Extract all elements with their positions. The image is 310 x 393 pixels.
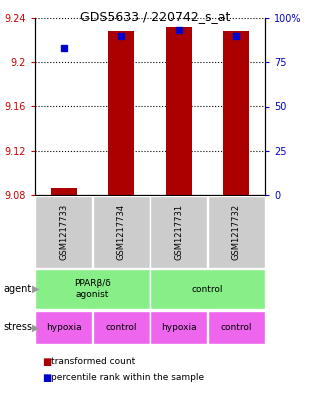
- Bar: [150, 196, 207, 268]
- Bar: [150, 269, 265, 309]
- Text: transformed count: transformed count: [51, 358, 135, 367]
- Text: control: control: [192, 285, 223, 294]
- Bar: [208, 196, 265, 268]
- Text: hypoxia: hypoxia: [46, 323, 82, 332]
- Bar: [223, 31, 249, 195]
- Text: control: control: [220, 323, 252, 332]
- Text: ▶: ▶: [32, 323, 39, 332]
- Text: GSM1217732: GSM1217732: [232, 204, 241, 260]
- Text: ■: ■: [42, 357, 51, 367]
- Text: GDS5633 / 220742_s_at: GDS5633 / 220742_s_at: [80, 10, 230, 23]
- Text: PPARβ/δ
agonist: PPARβ/δ agonist: [74, 279, 111, 299]
- Text: stress: stress: [3, 323, 32, 332]
- Bar: [35, 311, 92, 344]
- Bar: [108, 31, 134, 195]
- Bar: [93, 196, 150, 268]
- Text: GSM1217733: GSM1217733: [59, 204, 68, 260]
- Text: hypoxia: hypoxia: [161, 323, 197, 332]
- Bar: [208, 311, 265, 344]
- Text: ■: ■: [42, 373, 51, 383]
- Bar: [51, 188, 77, 195]
- Bar: [150, 311, 207, 344]
- Text: agent: agent: [3, 284, 31, 294]
- Bar: [35, 269, 150, 309]
- Text: percentile rank within the sample: percentile rank within the sample: [51, 373, 204, 382]
- Bar: [93, 311, 150, 344]
- Text: GSM1217734: GSM1217734: [117, 204, 126, 260]
- Bar: [35, 196, 92, 268]
- Text: control: control: [105, 323, 137, 332]
- Bar: [166, 27, 192, 195]
- Text: ▶: ▶: [32, 284, 39, 294]
- Text: GSM1217731: GSM1217731: [174, 204, 183, 260]
